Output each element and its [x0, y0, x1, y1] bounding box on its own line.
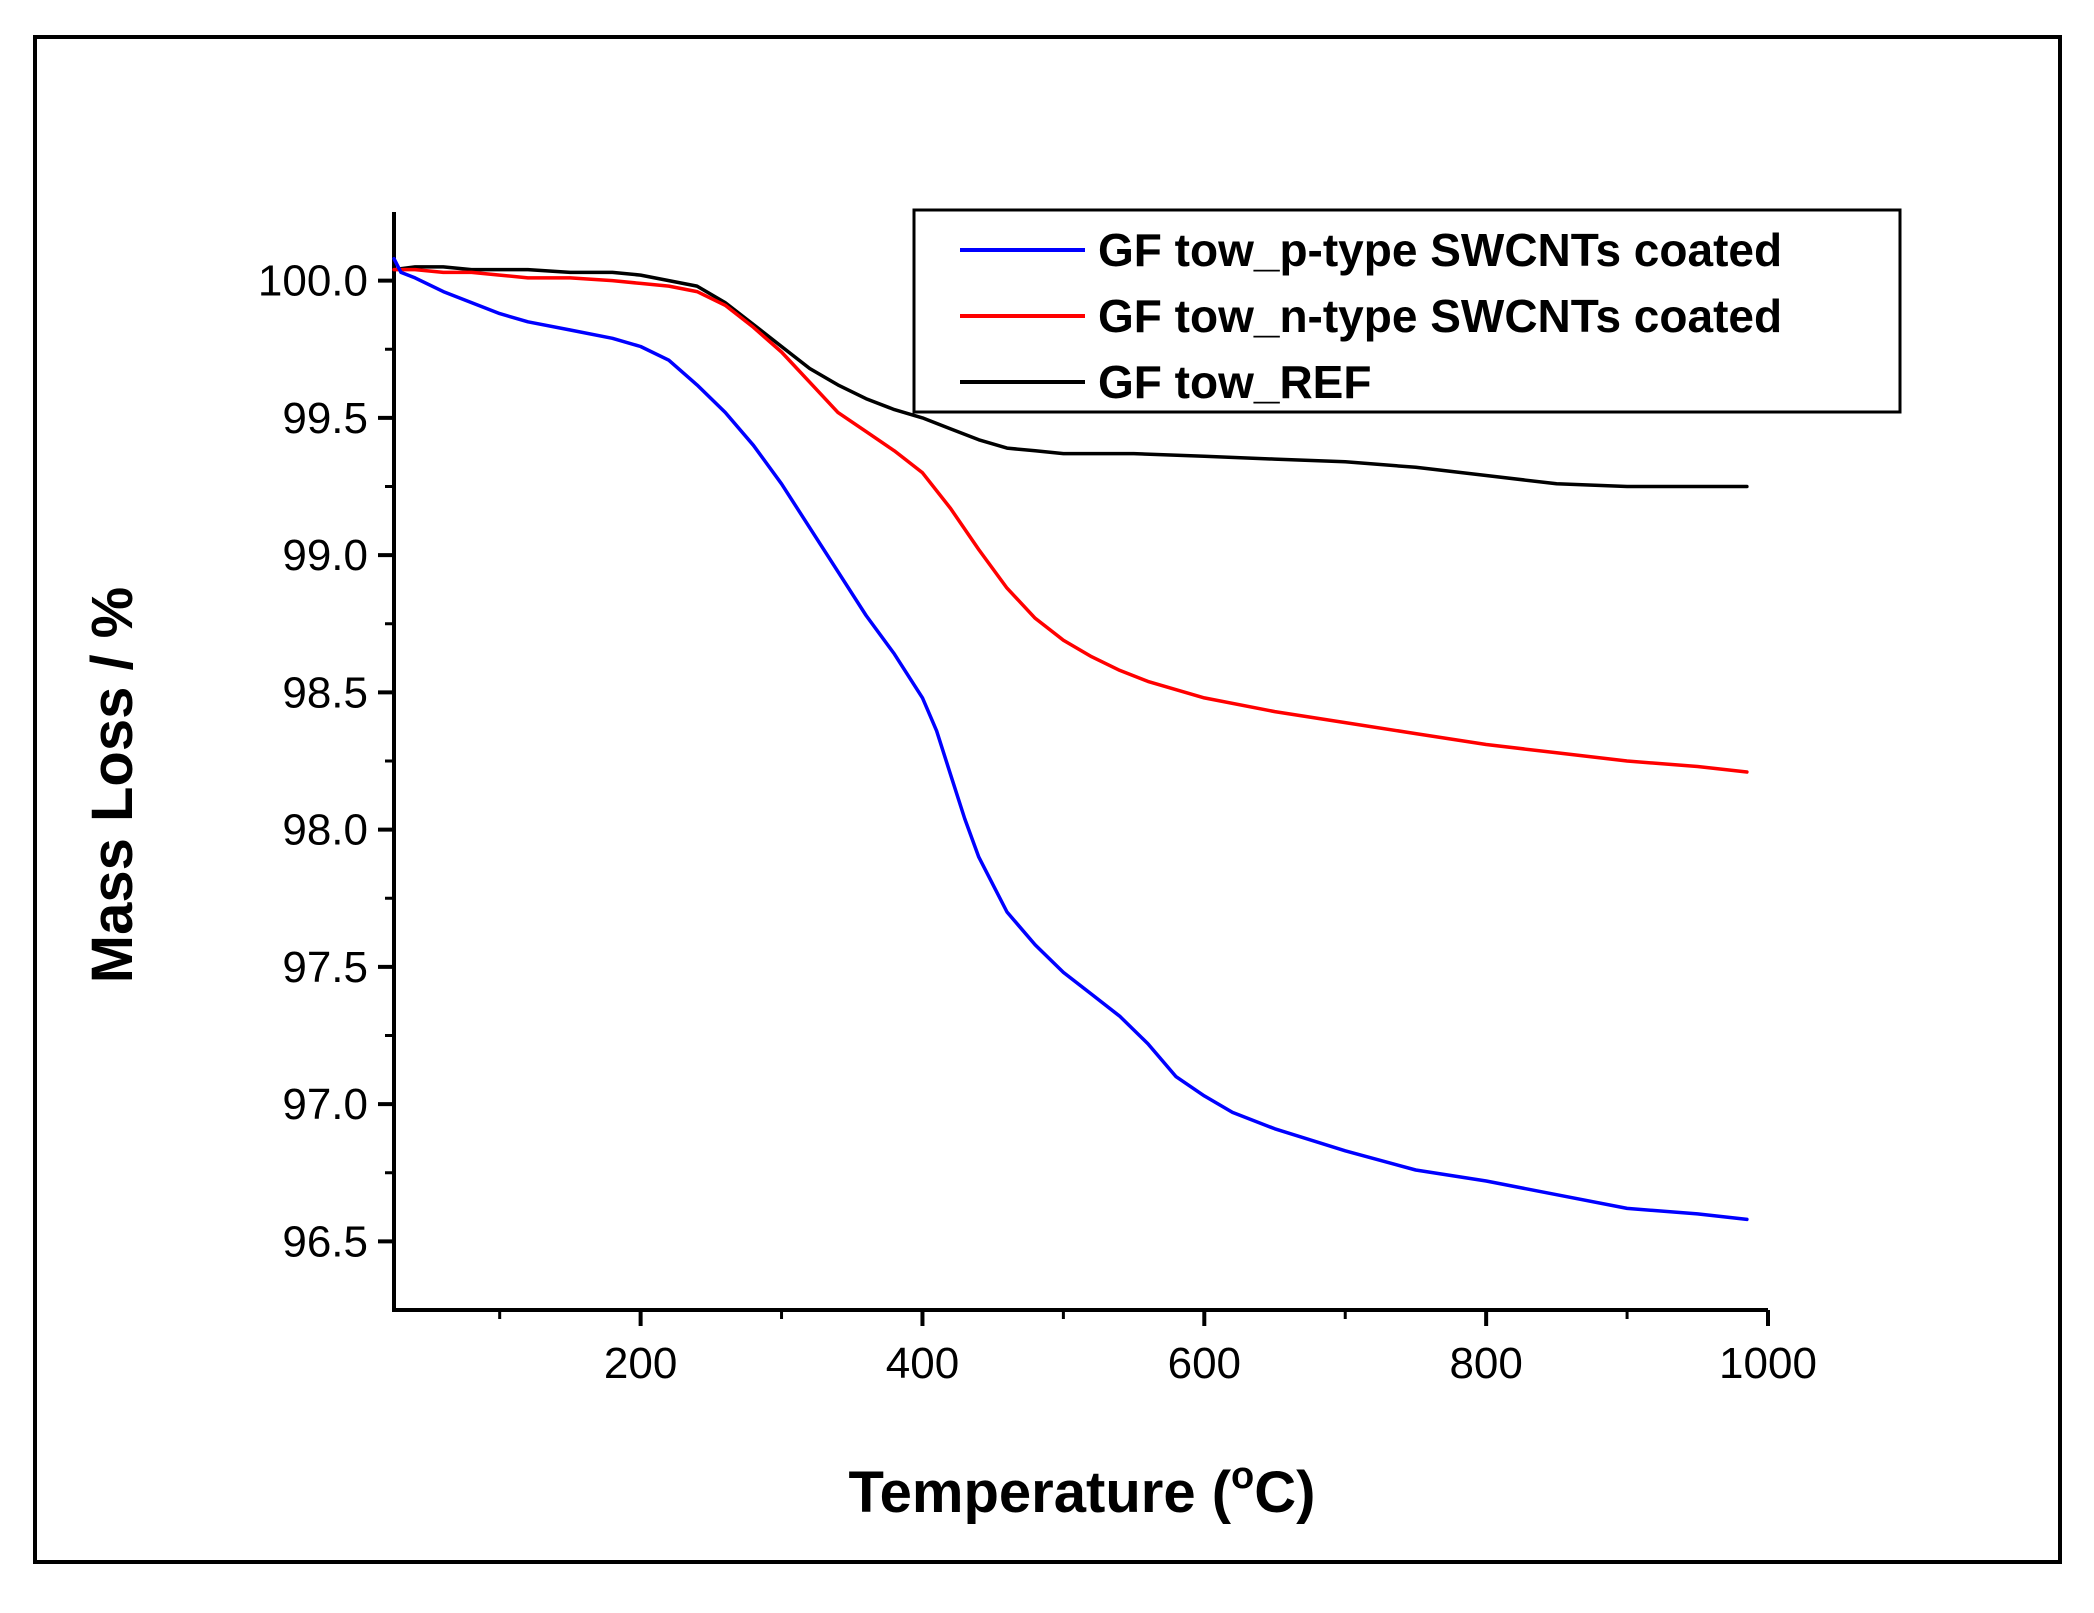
legend-entry-n-type: GF tow_n-type SWCNTs coated — [960, 290, 1782, 342]
y-axis-title: Mass Loss / % — [80, 587, 145, 983]
y-ticks: 96.5 97.0 97.5 98.0 98.5 99.0 99.5 100.0 — [258, 257, 394, 1266]
y-tick-label: 99.0 — [282, 531, 368, 580]
legend: GF tow_p-type SWCNTs coated GF tow_n-typ… — [912, 208, 1902, 414]
series-lines — [392, 256, 1749, 1222]
x-ticks: 200 400 600 800 1000 — [498, 1310, 1817, 1388]
figure-border — [33, 35, 2062, 1564]
x-tick-label: 400 — [886, 1339, 959, 1388]
x-tick-label: 1000 — [1719, 1339, 1817, 1388]
legend-box — [912, 208, 1902, 414]
series-line-n-type — [392, 267, 1749, 774]
x-tick-label: 800 — [1449, 1339, 1522, 1388]
y-tick-label: 100.0 — [258, 257, 368, 306]
legend-label-ref: GF tow_REF — [1098, 356, 1371, 408]
x-axis-title: Temperature (oC) — [849, 1455, 1316, 1525]
series-line-ref — [392, 265, 1749, 489]
legend-label-p-type: GF tow_p-type SWCNTs coated — [1098, 224, 1782, 276]
x-tick-label: 200 — [604, 1339, 677, 1388]
y-tick-label: 98.5 — [282, 668, 368, 717]
legend-label-n-type: GF tow_n-type SWCNTs coated — [1098, 290, 1782, 342]
legend-entry-p-type: GF tow_p-type SWCNTs coated — [960, 224, 1782, 276]
x-axis-title-superscript: o — [1231, 1455, 1254, 1497]
x-axis-title-suffix: C) — [1254, 1460, 1315, 1525]
y-tick-label: 97.5 — [282, 943, 368, 992]
x-axis-title-main: Temperature ( — [849, 1460, 1232, 1525]
y-tick-label: 98.0 — [282, 806, 368, 855]
x-tick-label: 600 — [1168, 1339, 1241, 1388]
y-tick-label: 99.5 — [282, 394, 368, 443]
y-tick-label: 97.0 — [282, 1080, 368, 1129]
legend-entry-ref: GF tow_REF — [960, 356, 1371, 408]
y-tick-label: 96.5 — [282, 1217, 368, 1266]
series-line-p-type — [392, 256, 1749, 1222]
